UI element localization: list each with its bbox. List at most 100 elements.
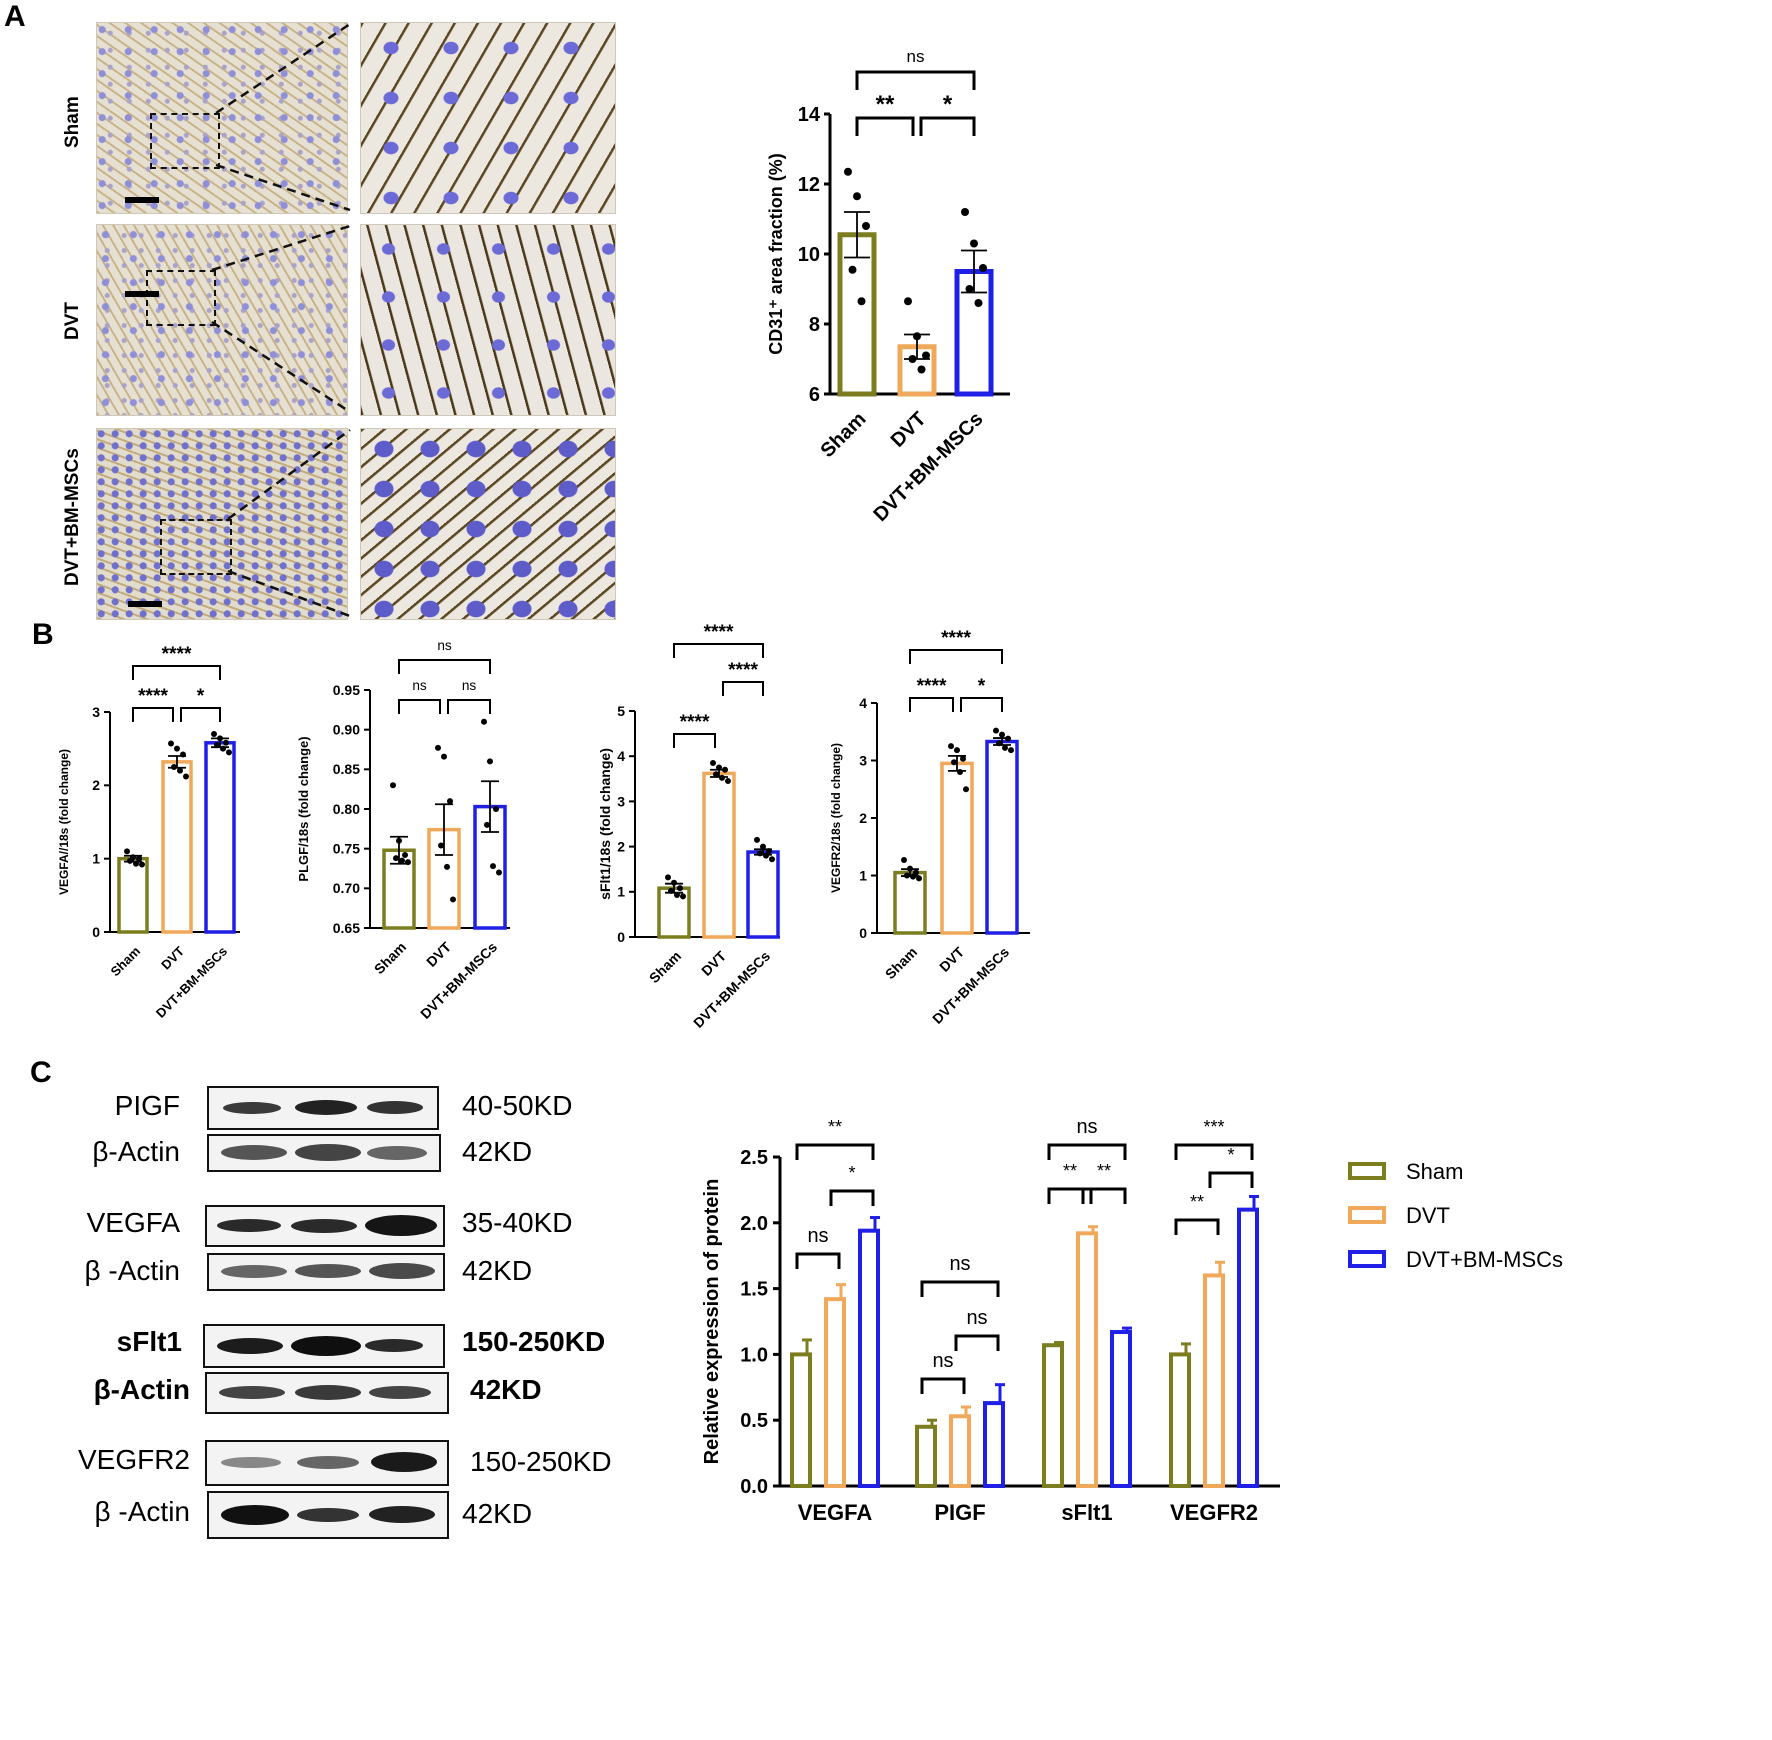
y-tick-label: 3	[617, 793, 625, 809]
data-point	[954, 747, 960, 754]
data-point	[993, 727, 999, 734]
significance-label: ns	[907, 47, 925, 66]
bracket-line	[954, 1334, 1000, 1351]
significance-bracket: ****	[132, 686, 174, 722]
row-label-bmmsc: DVT+BM-MSCs	[62, 448, 83, 586]
data-point	[496, 869, 502, 876]
data-point	[1005, 735, 1011, 742]
data-point	[996, 740, 1002, 747]
row-label-sham: Sham	[62, 96, 83, 148]
data-point	[671, 879, 677, 886]
x-tick-label: Sham	[371, 939, 409, 977]
y-tick-label: 1.5	[740, 1279, 768, 1301]
significance-bracket: ****	[909, 628, 1003, 664]
data-point	[857, 297, 866, 306]
data-point	[844, 167, 852, 176]
data-point	[965, 285, 974, 293]
y-tick-label: 4	[617, 748, 625, 764]
bar-dvt-bm-mscs	[985, 739, 1019, 935]
data-point	[481, 718, 487, 725]
x-tick-label: VEGFA	[798, 1500, 873, 1525]
data-point	[211, 731, 217, 737]
data-point	[948, 743, 954, 750]
data-point	[447, 798, 453, 805]
x-tick-label: DVT	[887, 408, 931, 452]
bar-vegfr2-1	[1203, 1273, 1225, 1488]
x-tick-label: PIGF	[934, 1500, 985, 1525]
data-point	[133, 860, 139, 867]
blot-strip-actin-2	[207, 1253, 445, 1291]
data-point	[722, 766, 728, 773]
bracket-line	[180, 707, 221, 722]
bar-vegfa-0	[790, 1352, 812, 1488]
chart-protein-expression: 0.0 0.5 1.0 1.5 2.0 2.5 Relative expression of…	[701, 1116, 1563, 1525]
bracket-line	[919, 116, 976, 136]
data-point	[450, 896, 456, 903]
data-point	[710, 759, 716, 766]
significance-bracket: ****	[132, 644, 221, 680]
significance-label: **	[1190, 1192, 1204, 1212]
data-point	[214, 742, 220, 748]
significance-label: ****	[917, 676, 947, 697]
data-point	[922, 351, 930, 360]
mw-label-actin-1: 42KD	[462, 1136, 533, 1167]
y-tick-label: 12	[798, 174, 820, 196]
y-tick-label: 0.70	[333, 880, 360, 896]
data-point	[716, 764, 722, 771]
legend-label-2: DVT+BM-MSCs	[1406, 1247, 1563, 1272]
data-point	[957, 769, 963, 775]
bar-sflt1-1	[1076, 1231, 1098, 1488]
y-tick-label: 0.75	[333, 841, 360, 857]
bracket-line	[855, 116, 915, 136]
data-point	[904, 872, 910, 879]
bar-vegfa-1	[824, 1297, 846, 1488]
data-point	[1008, 747, 1014, 754]
data-point	[951, 759, 957, 766]
x-tick-label: DVT+BM-MSCs	[869, 408, 987, 526]
legend-label-1: DVT	[1406, 1203, 1450, 1228]
significance-label: ns	[807, 1225, 828, 1247]
bar-sflt1-0	[1042, 1343, 1064, 1488]
bracket-line	[920, 1377, 966, 1394]
significance-bracket: **	[1081, 1161, 1127, 1204]
data-point	[713, 771, 719, 778]
significance-bracket: *	[180, 686, 221, 722]
data-point	[769, 856, 775, 863]
bracket-line	[795, 1252, 841, 1269]
blot-strip-actin-1	[207, 1134, 441, 1172]
data-point	[665, 874, 671, 881]
y-tick-label: 4	[859, 695, 867, 711]
bracket-line	[1174, 1143, 1254, 1160]
y-tick-label: 1	[617, 884, 625, 900]
significance-bracket: ****	[673, 622, 764, 658]
x-tick-label: Sham	[646, 948, 684, 986]
y-tick-label: 1	[92, 851, 100, 867]
data-point	[760, 843, 766, 850]
data-point	[183, 773, 189, 780]
significance-label: ns	[412, 678, 427, 693]
x-tick-label: Sham	[816, 408, 870, 462]
y-tick-label: 1.0	[740, 1344, 768, 1366]
data-point	[719, 774, 725, 781]
legend-swatch-1	[1348, 1206, 1386, 1224]
mw-label-pigf: 40-50KD	[462, 1090, 573, 1121]
data-point	[970, 239, 978, 248]
significance-bracket: ns	[398, 638, 491, 674]
panel-label-b: B	[32, 618, 54, 651]
bar-dvt	[161, 760, 193, 934]
significance-bracket: ns	[920, 1253, 1000, 1297]
significance-bracket: ns	[954, 1307, 1000, 1351]
y-tick-label: 0.65	[333, 920, 360, 936]
y-tick-label: 14	[798, 104, 821, 126]
x-tick-label: Sham	[107, 944, 143, 980]
data-point	[757, 850, 763, 857]
data-point	[220, 745, 226, 752]
data-point	[916, 875, 922, 882]
bar-dvt-bm-mscs	[204, 741, 236, 934]
bracket-line	[398, 659, 491, 674]
significance-bracket: ****	[909, 676, 954, 712]
bar-pigf-1	[949, 1414, 971, 1489]
data-point	[999, 731, 1005, 738]
bar-pigf-0	[915, 1424, 937, 1488]
data-point	[963, 786, 969, 793]
